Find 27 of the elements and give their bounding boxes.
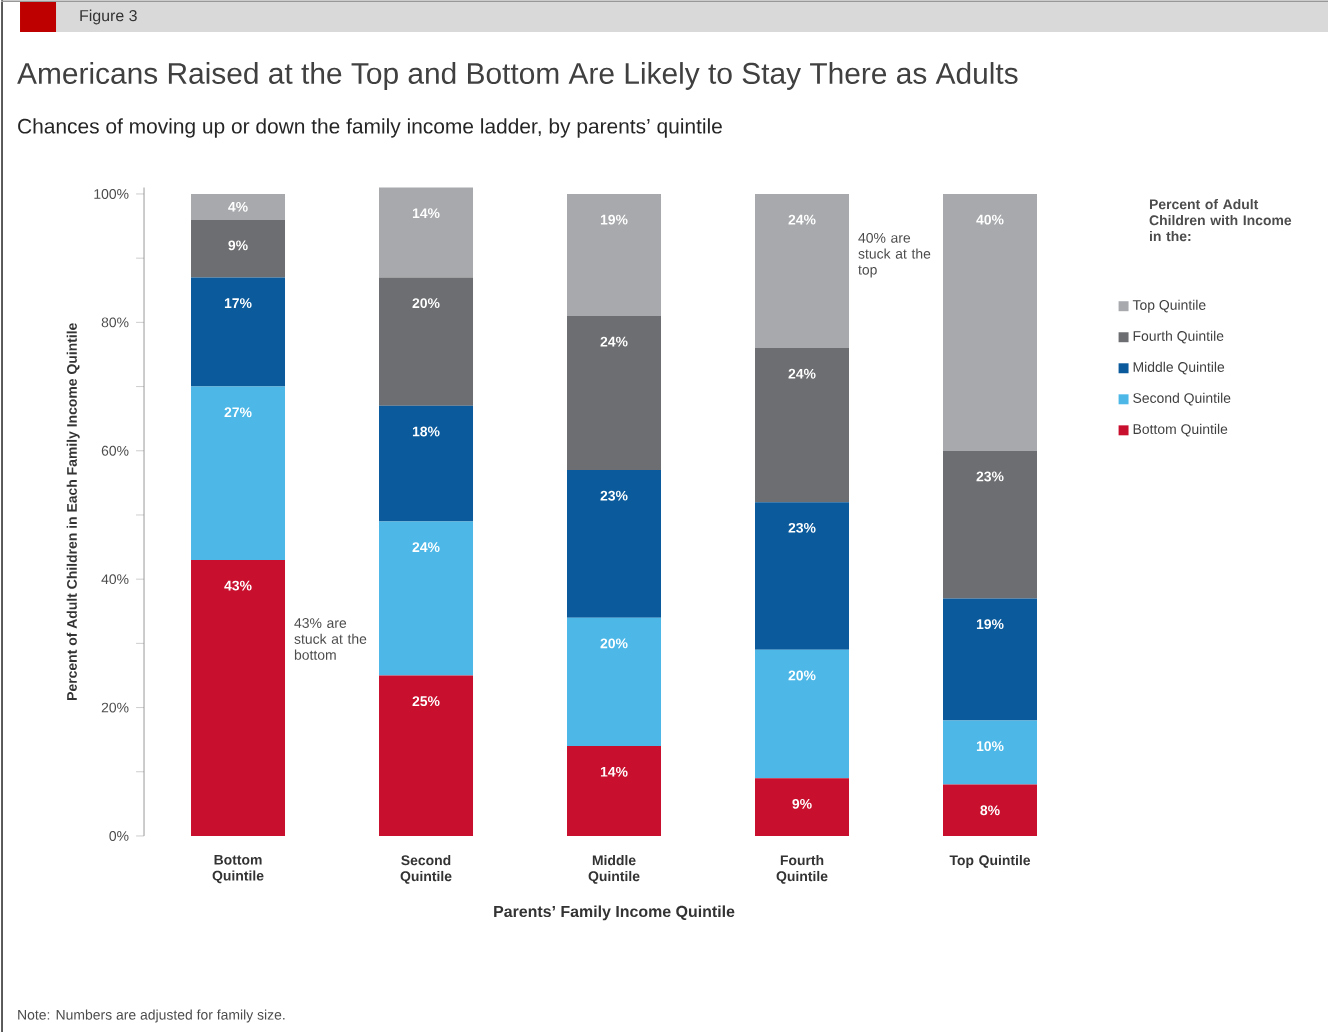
bar: [567, 315, 662, 471]
bar: [943, 450, 1038, 599]
bar: [943, 193, 1038, 451]
chart-title: Americans Raised at the Top and Bottom Are Likely to Stay There as Adults: [17, 62, 1018, 90]
bar: [755, 778, 850, 836]
bar: [379, 405, 474, 522]
bar: [379, 187, 474, 278]
chart-subtitle: Chances of moving up or down the family income ladder, by parents’ quintile: [18, 118, 722, 138]
bar: [191, 193, 286, 220]
bar: [567, 193, 662, 316]
bar: [191, 559, 286, 836]
bar: [191, 277, 286, 387]
bar: [943, 598, 1038, 721]
bar: [191, 219, 286, 278]
bar: [191, 386, 286, 560]
bar: [567, 617, 662, 747]
bar: [567, 470, 662, 618]
bar: [755, 193, 850, 349]
bar: [755, 502, 850, 650]
bar: [943, 784, 1038, 836]
bar: [379, 277, 474, 406]
bar: [755, 348, 850, 503]
bar: [567, 746, 662, 836]
bar: [755, 649, 850, 779]
bar: [379, 521, 474, 676]
bar: [943, 720, 1038, 785]
bar: [379, 675, 474, 836]
